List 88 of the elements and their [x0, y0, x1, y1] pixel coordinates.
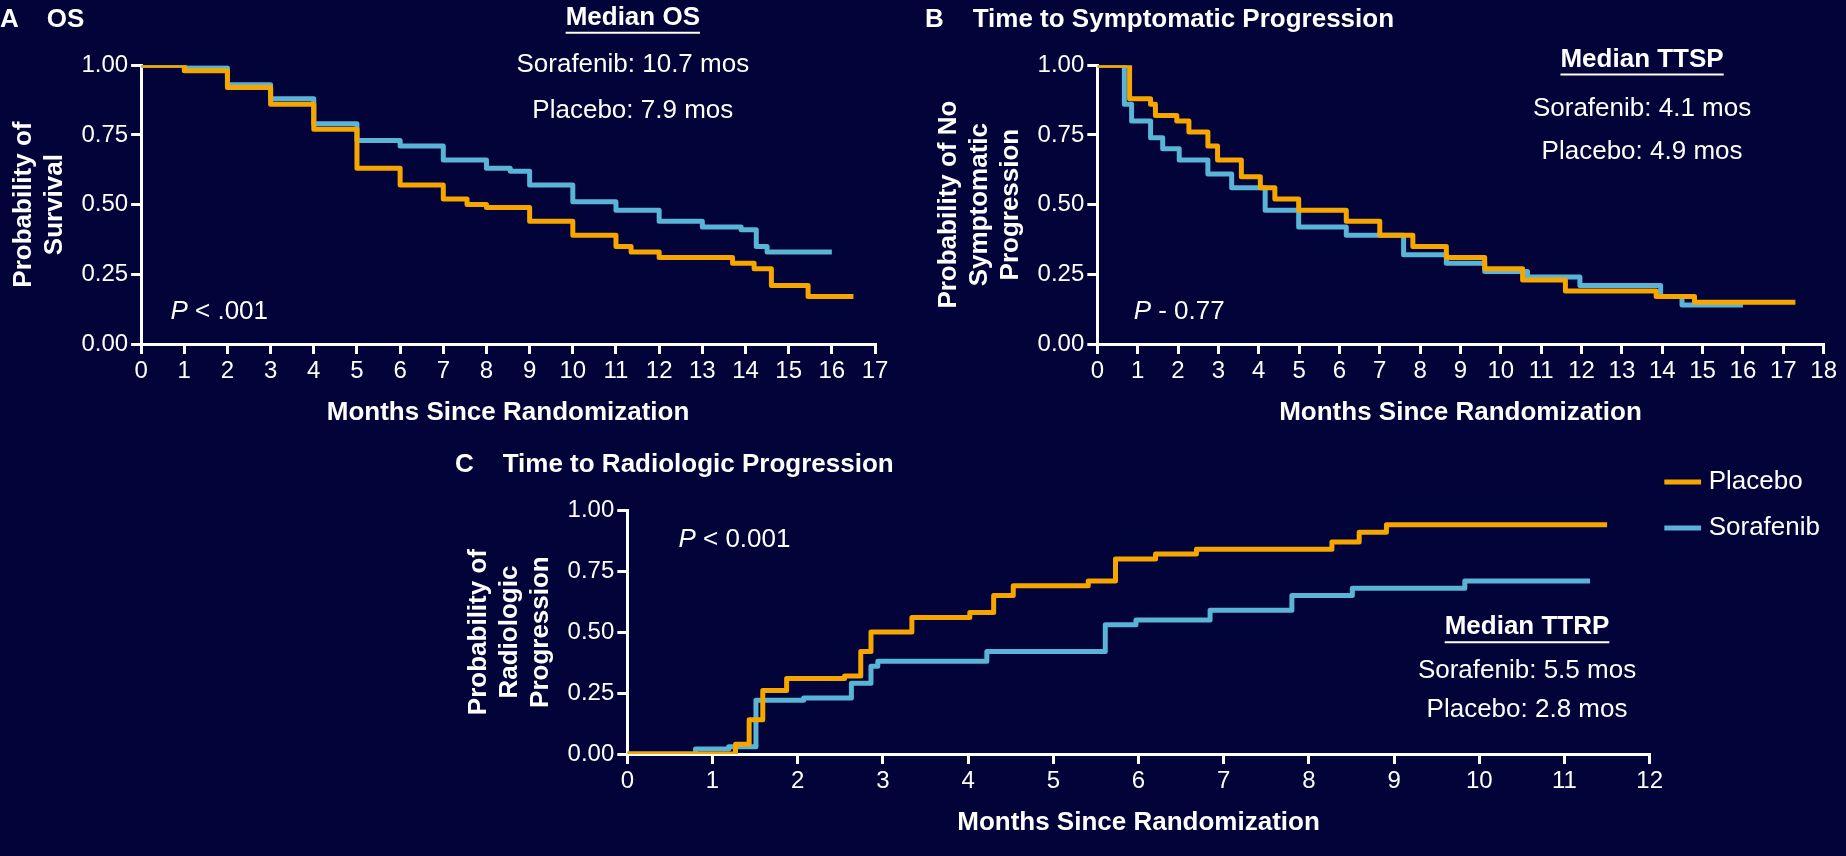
y-tick-label: 1.00 — [81, 49, 129, 77]
annotation: Median TTRP — [1444, 610, 1610, 641]
x-tick-label: 0 — [1090, 356, 1104, 384]
x-tick-label: 2 — [1171, 356, 1185, 384]
y-tick-label: 0.25 — [1037, 258, 1085, 286]
y-tick-label: 0.50 — [81, 189, 129, 217]
x-tick-label: 6 — [1332, 356, 1347, 384]
y-tick-label: 1.00 — [1037, 49, 1085, 77]
x-tick-label: 4 — [961, 766, 975, 794]
x-tick-label: 5 — [1046, 766, 1060, 794]
x-tick-label: 15 — [1689, 356, 1716, 384]
y-tick-label: 0.25 — [81, 258, 129, 286]
x-tick-label: 4 — [1252, 356, 1266, 384]
annotation: Placebo: 2.8 mos — [1426, 693, 1628, 724]
y-tick-label: 0.25 — [567, 677, 615, 705]
annotation: Sorafenib: 10.7 mos — [516, 48, 750, 79]
x-tick-label: 7 — [1373, 356, 1387, 384]
x-tick-label: 14 — [1648, 356, 1676, 384]
x-tick-label: 3 — [1211, 356, 1226, 384]
annotation: Placebo: 4.9 mos — [1541, 134, 1743, 165]
x-tick-label: 7 — [436, 356, 450, 384]
x-tick-label: 10 — [1487, 356, 1515, 384]
y-tick-label: 0.75 — [567, 555, 615, 583]
x-tick-label: 8 — [1413, 356, 1427, 384]
x-tick-label: 2 — [791, 766, 805, 794]
x-tick-label: 8 — [479, 356, 494, 384]
x-tick-label: 12 — [1568, 356, 1595, 384]
x-tick-label: 6 — [393, 356, 407, 384]
x-tick-label: 16 — [1729, 356, 1757, 384]
x-tick-label: 9 — [522, 356, 537, 384]
x-tick-label: 14 — [732, 356, 759, 384]
x-tick-label: 0 — [620, 766, 634, 794]
x-tick-label: 11 — [1528, 356, 1554, 384]
text: Median OS — [565, 0, 700, 31]
x-axis-title: Months Since Randomization — [326, 395, 690, 426]
chart-title: C Time to Radiologic Progression — [455, 447, 894, 478]
y-axis-title: Probability of Radiologic Progression — [461, 548, 555, 716]
x-tick-label: 15 — [775, 356, 803, 384]
y-axis-title: Probability of No Symptomatic Progression — [931, 100, 1025, 309]
annotation: Median TTSP — [1560, 42, 1724, 73]
annotation: Sorafenib: 5.5 mos — [1417, 654, 1637, 685]
y-tick-label: 0.00 — [81, 328, 129, 356]
x-tick-label: 18 — [1810, 356, 1837, 384]
x-tick-label: 6 — [1131, 766, 1146, 794]
x-tick-label: 10 — [1465, 766, 1493, 794]
x-tick-label: 12 — [645, 356, 673, 384]
y-axis-title: Probability of Survival — [6, 121, 68, 288]
y-tick-label: 0.75 — [1037, 119, 1085, 147]
annotation: P < .001 — [170, 295, 269, 326]
x-tick-label: 9 — [1387, 766, 1401, 794]
y-tick-label: 0.50 — [567, 616, 615, 644]
x-tick-label: 3 — [876, 766, 890, 794]
x-tick-label: 13 — [688, 356, 716, 384]
x-tick-label: 5 — [350, 356, 364, 384]
legend-label: Placebo — [1708, 465, 1803, 496]
annotation: P < 0.001 — [678, 522, 791, 553]
y-tick-label: 0.75 — [81, 119, 129, 147]
chart-title: B Time to Symptomatic Progression — [925, 2, 1395, 33]
x-tick-label: 1 — [1130, 356, 1145, 384]
y-tick-label: 0.50 — [1037, 189, 1085, 217]
x-tick-label: 12 — [1636, 766, 1664, 794]
annotation: Placebo: 7.9 mos — [532, 94, 734, 125]
x-tick-label: 5 — [1292, 356, 1306, 384]
x-tick-label: 3 — [263, 356, 278, 384]
x-tick-label: 10 — [559, 356, 587, 384]
x-tick-label: 1 — [705, 766, 720, 794]
legend-label: Sorafenib — [1708, 511, 1821, 542]
x-tick-label: 7 — [1217, 766, 1231, 794]
y-tick-label: 1.00 — [567, 494, 615, 522]
y-tick-label: 0.00 — [567, 738, 615, 766]
x-tick-label: 13 — [1608, 356, 1636, 384]
x-tick-label: 17 — [1769, 356, 1797, 384]
chart-title: A OS — [0, 2, 85, 33]
x-axis-title: Months Since Randomization — [1279, 395, 1642, 426]
annotation: Sorafenib: 4.1 mos — [1532, 91, 1752, 122]
x-tick-label: 4 — [307, 356, 321, 384]
x-axis-title: Months Since Randomization — [957, 805, 1320, 836]
x-tick-label: 17 — [861, 356, 889, 384]
x-tick-label: 0 — [134, 356, 148, 384]
annotation: P - 0.77 — [1133, 295, 1225, 326]
x-tick-label: 9 — [1453, 356, 1468, 384]
x-tick-label: 11 — [1552, 766, 1577, 794]
x-tick-label: 16 — [818, 356, 846, 384]
x-tick-label: 2 — [220, 356, 235, 384]
x-tick-label: 11 — [603, 356, 629, 384]
y-tick-label: 0.00 — [1037, 328, 1085, 356]
x-tick-label: 8 — [1302, 766, 1316, 794]
x-tick-label: 1 — [177, 356, 191, 384]
